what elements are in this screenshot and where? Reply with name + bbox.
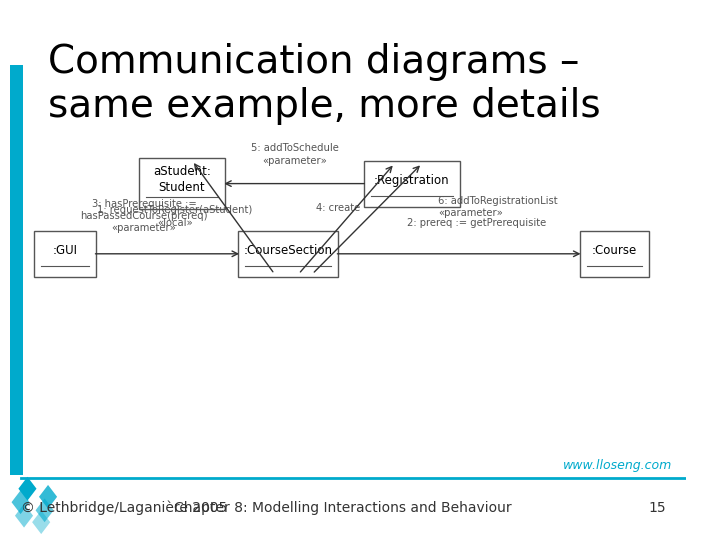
Text: 15: 15 [648, 501, 666, 515]
Polygon shape [12, 490, 30, 514]
Text: Communication diagrams –
same example, more details: Communication diagrams – same example, m… [48, 43, 600, 125]
Polygon shape [19, 477, 37, 501]
Text: Chapter 8: Modelling Interactions and Behaviour: Chapter 8: Modelling Interactions and Be… [174, 501, 512, 515]
Text: 2: prereq := getPrerequisite: 2: prereq := getPrerequisite [408, 218, 546, 228]
FancyBboxPatch shape [35, 231, 96, 276]
Text: © Lethbridge/Laganière 2005: © Lethbridge/Laganière 2005 [21, 501, 227, 515]
Polygon shape [32, 510, 50, 534]
Polygon shape [35, 498, 54, 522]
FancyBboxPatch shape [238, 231, 338, 276]
Text: :Registration: :Registration [374, 174, 449, 187]
Polygon shape [39, 485, 57, 509]
FancyBboxPatch shape [10, 65, 22, 475]
Text: 1: requestToRegister(aStudent)
«local»: 1: requestToRegister(aStudent) «local» [97, 206, 253, 228]
Text: :GUI: :GUI [53, 244, 78, 257]
FancyBboxPatch shape [139, 158, 225, 209]
Polygon shape [15, 504, 33, 528]
FancyBboxPatch shape [580, 231, 649, 276]
Text: :Course: :Course [592, 244, 637, 257]
Text: 3: hasPrerequisite :=
hasPassedCourse(prereq)
«parameter»: 3: hasPrerequisite := hasPassedCourse(pr… [81, 199, 208, 233]
Text: 6: addToRegistrationList
«parameter»: 6: addToRegistrationList «parameter» [438, 195, 557, 218]
Text: www.lloseng.com: www.lloseng.com [563, 460, 672, 472]
Text: aStudent:
Student: aStudent: Student [153, 165, 211, 194]
Text: :CourseSection: :CourseSection [244, 244, 333, 257]
FancyBboxPatch shape [364, 160, 460, 206]
Text: 4: create: 4: create [315, 204, 360, 213]
Text: 5: addToSchedule
«parameter»: 5: addToSchedule «parameter» [251, 144, 339, 166]
